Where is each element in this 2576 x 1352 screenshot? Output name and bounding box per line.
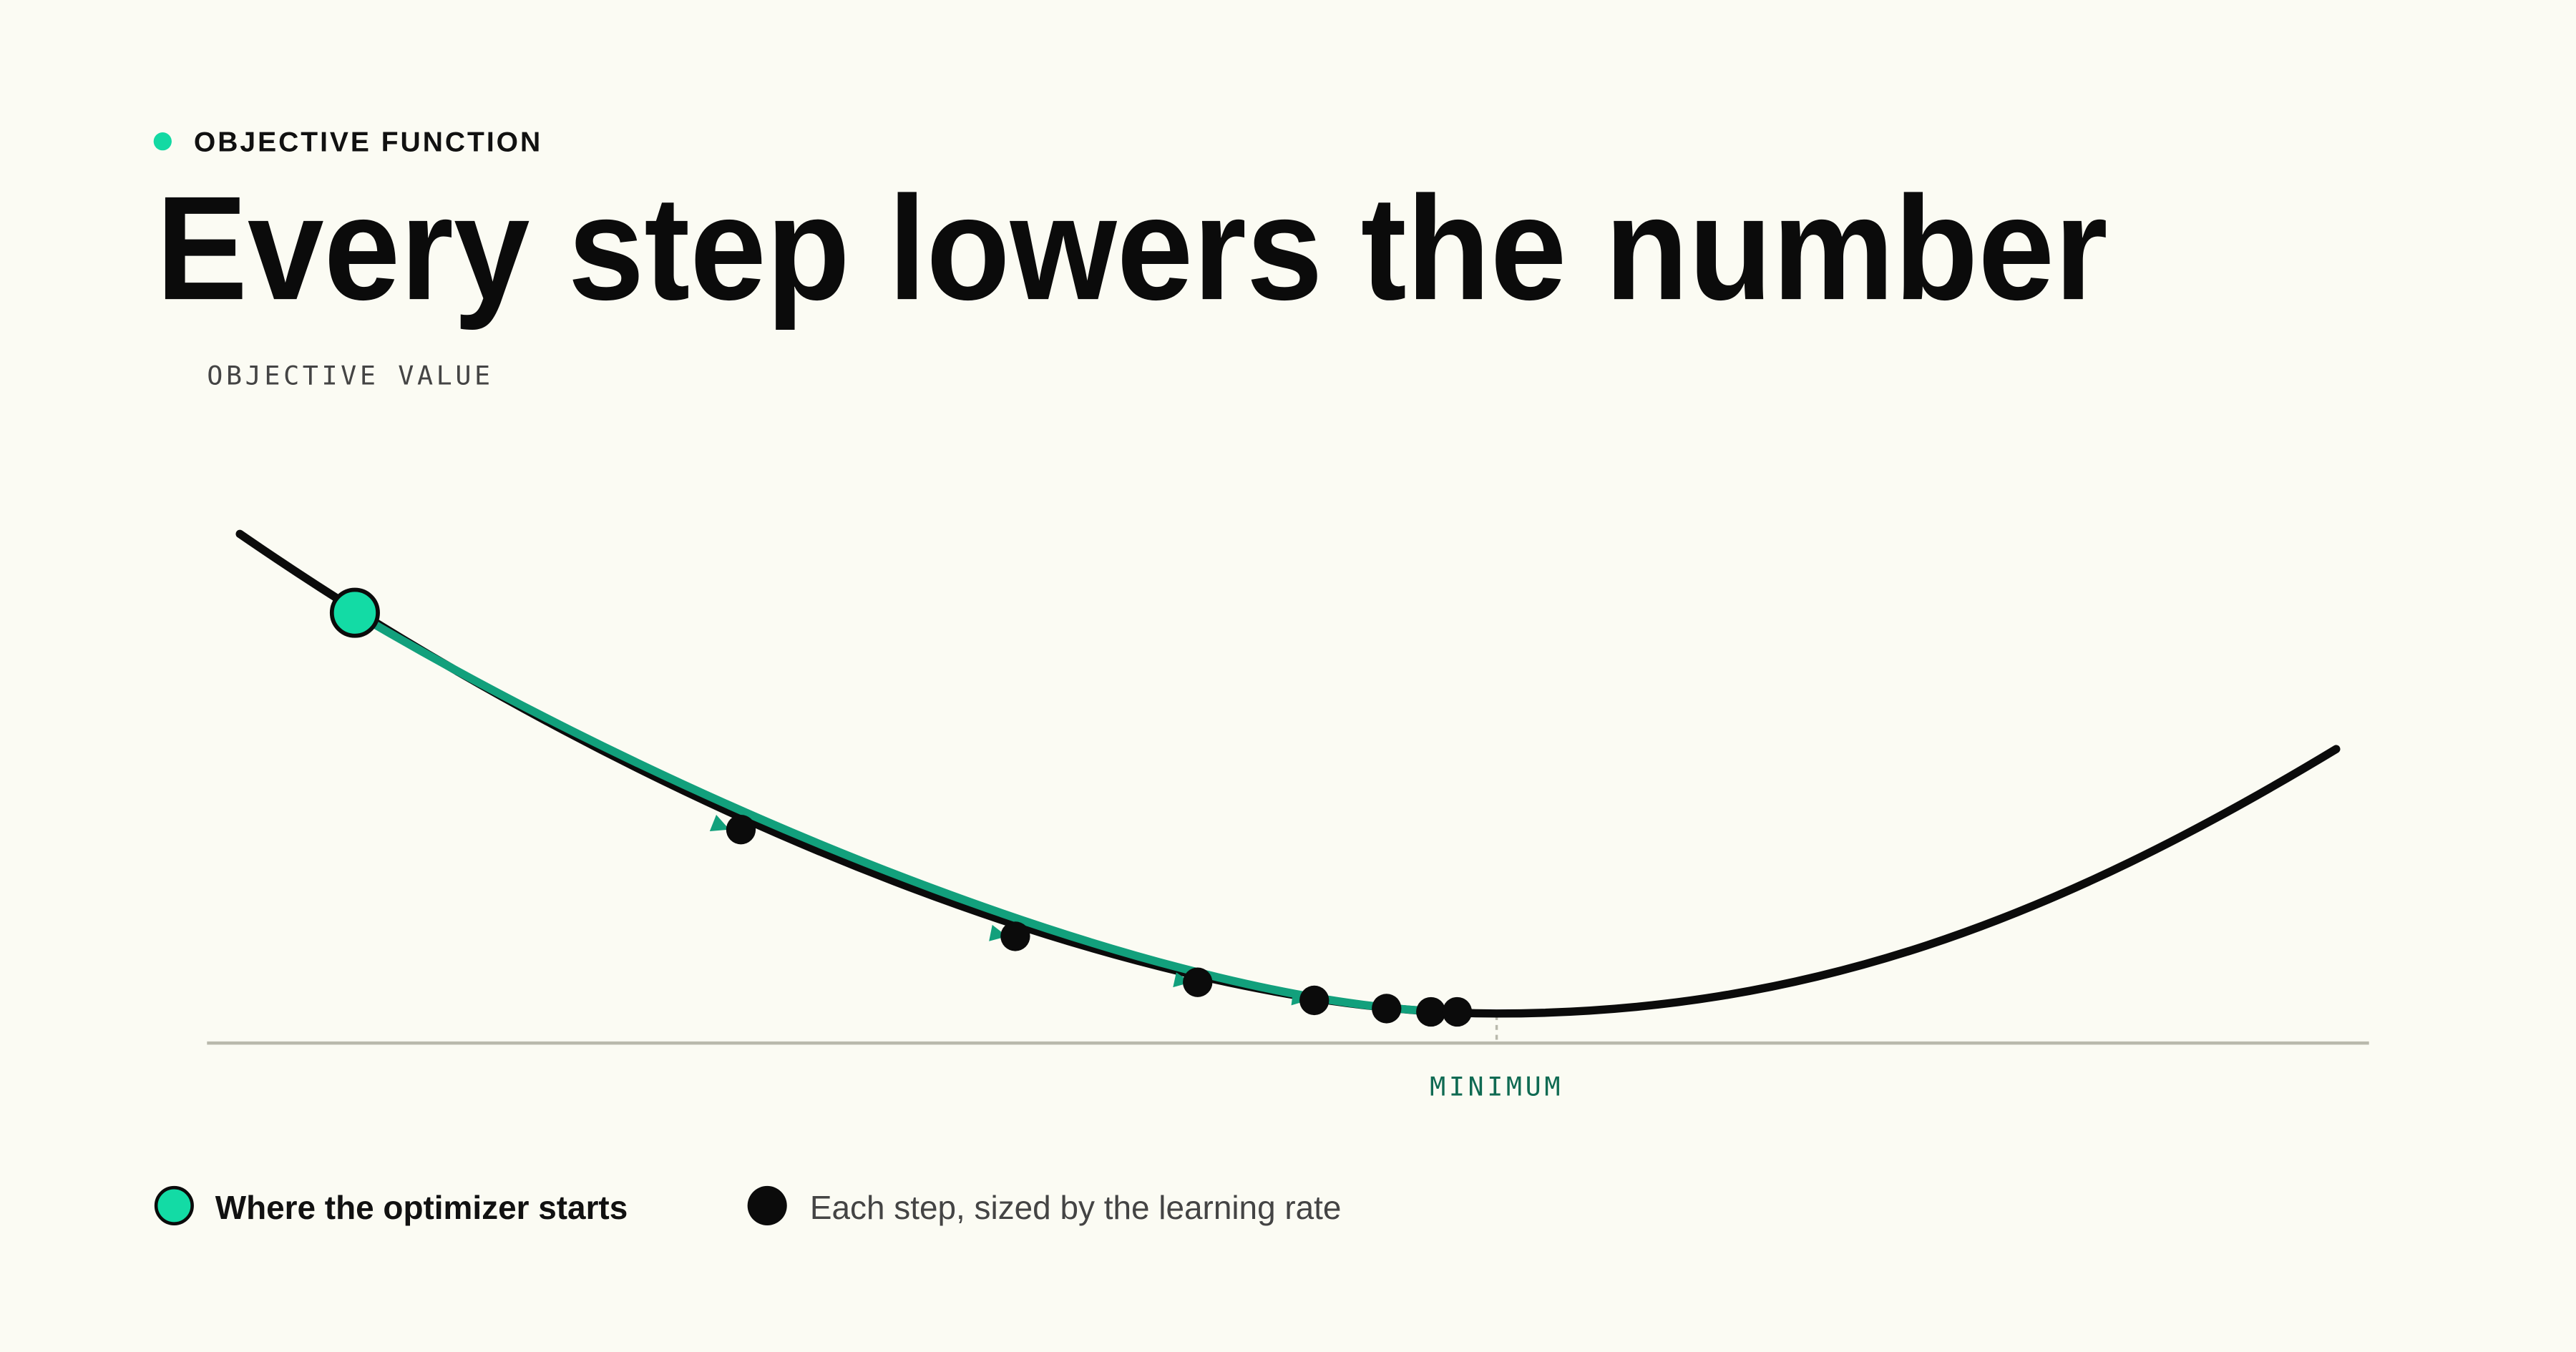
arrow <box>1291 991 1308 1006</box>
arrow <box>709 815 730 831</box>
title: Every step lowers the number <box>156 165 2108 330</box>
axis-label: OBJECTIVE VALUE <box>207 360 493 391</box>
legend-start-swatch <box>154 1185 194 1225</box>
eyebrow: OBJECTIVE FUNCTION <box>194 127 542 157</box>
step-dot <box>1416 996 1446 1027</box>
eyebrow-dot <box>153 132 172 151</box>
step-dot <box>1000 921 1030 951</box>
minimum-label: MINIMUM <box>1430 1072 1563 1102</box>
step-dot <box>726 815 756 845</box>
step-dot <box>1299 985 1330 1016</box>
legend-start: Where the optimizer starts <box>215 1189 628 1226</box>
step-dot <box>1442 996 1473 1027</box>
legend-step: Each step, sized by the learning rate <box>810 1189 1342 1226</box>
step-dot <box>1372 994 1402 1024</box>
legend-step-swatch <box>747 1185 787 1225</box>
step-dot <box>1183 967 1213 997</box>
steps <box>726 815 1473 1027</box>
start-dot <box>329 587 380 638</box>
